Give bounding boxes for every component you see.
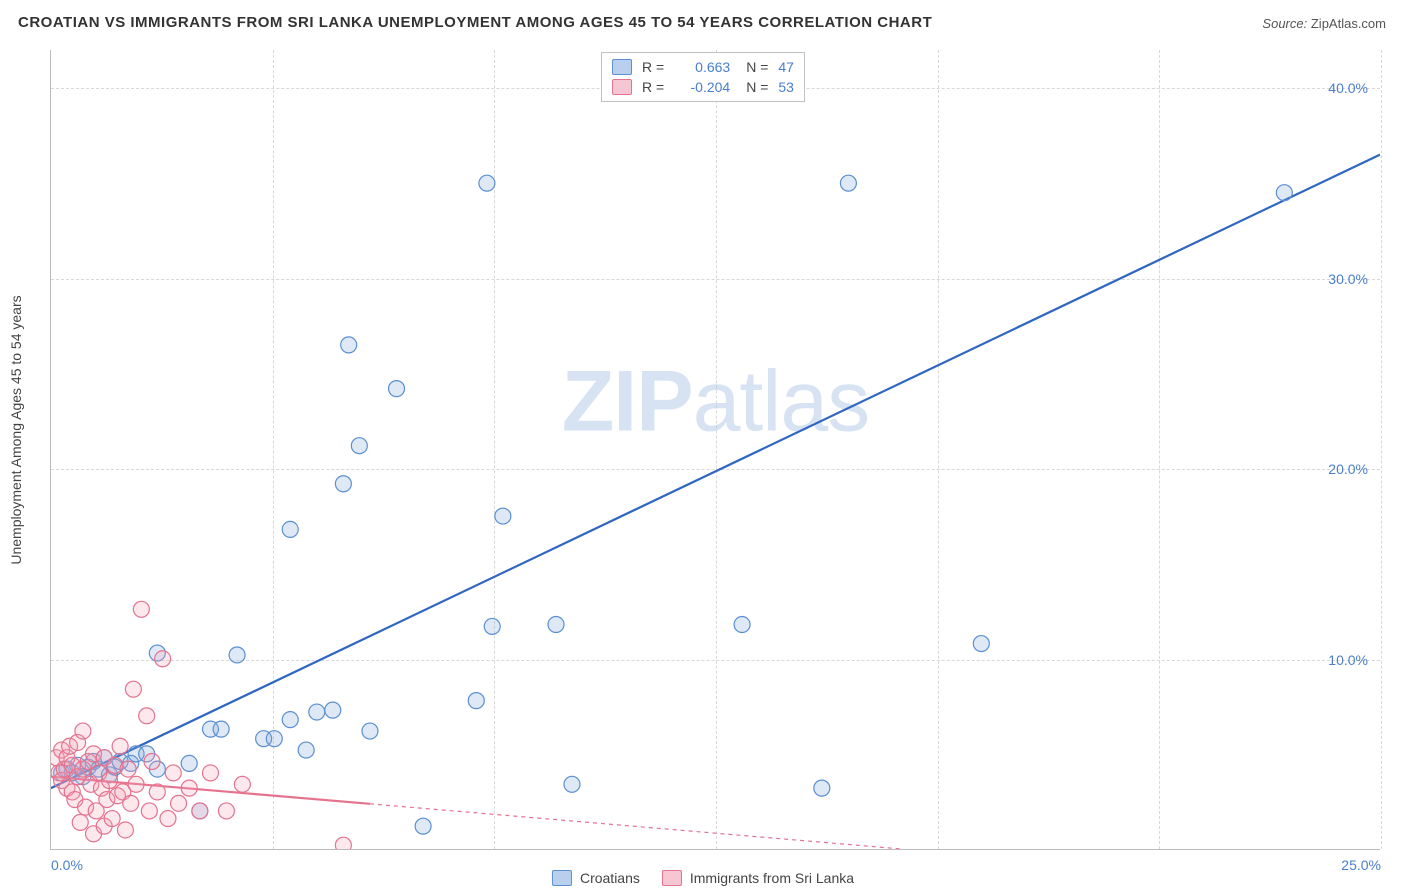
scatter-point-sri-lanka [144,754,160,770]
source-label: Source: [1262,16,1307,31]
scatter-point-sri-lanka [171,795,187,811]
scatter-point-sri-lanka [123,795,139,811]
scatter-point-sri-lanka [104,811,120,827]
legend-r-value: 0.663 [674,59,730,75]
scatter-point-sri-lanka [192,803,208,819]
scatter-point-croatians [282,712,298,728]
legend-swatch [612,59,632,75]
scatter-point-croatians [479,175,495,191]
legend-correlation-row: R = 0.663 N = 47 [612,57,794,77]
legend-n-label: N = [746,59,768,75]
grid-line-vertical [1381,50,1382,849]
scatter-point-croatians [325,702,341,718]
scatter-point-sri-lanka [101,773,117,789]
scatter-point-sri-lanka [117,822,133,838]
plot-svg [51,50,1380,849]
plot-area: ZIPatlas 10.0%20.0%30.0%40.0%0.0%25.0% [50,50,1380,850]
legend-swatch [552,870,572,886]
legend-series-label: Croatians [580,870,640,886]
scatter-point-croatians [468,693,484,709]
legend-series: Croatians Immigrants from Sri Lanka [552,870,854,886]
legend-series-label: Immigrants from Sri Lanka [690,870,854,886]
chart-title: CROATIAN VS IMMIGRANTS FROM SRI LANKA UN… [18,14,932,31]
scatter-point-sri-lanka [155,651,171,667]
regression-line-croatians [51,155,1380,788]
legend-correlation-row: R = -0.204 N = 53 [612,77,794,97]
scatter-point-sri-lanka [139,708,155,724]
scatter-point-sri-lanka [112,738,128,754]
legend-r-label: R = [642,59,664,75]
scatter-point-croatians [564,776,580,792]
scatter-point-sri-lanka [234,776,250,792]
scatter-point-croatians [298,742,314,758]
scatter-point-croatians [282,521,298,537]
legend-series-item: Croatians [552,870,640,886]
scatter-point-sri-lanka [181,780,197,796]
source-attribution: Source: ZipAtlas.com [1262,16,1386,31]
scatter-point-croatians [1276,185,1292,201]
scatter-point-sri-lanka [160,811,176,827]
x-tick-label: 0.0% [51,857,83,873]
source-value: ZipAtlas.com [1311,16,1386,31]
legend-swatch [662,870,682,886]
regression-line-sri-lanka-dashed [370,804,902,849]
scatter-point-croatians [351,438,367,454]
legend-n-value: 53 [778,79,794,95]
scatter-point-sri-lanka [165,765,181,781]
scatter-point-croatians [973,636,989,652]
scatter-point-sri-lanka [202,765,218,781]
legend-r-label: R = [642,79,664,95]
legend-correlation: R = 0.663 N = 47 R = -0.204 N = 53 [601,52,805,102]
scatter-point-croatians [362,723,378,739]
scatter-point-croatians [229,647,245,663]
legend-n-value: 47 [778,59,794,75]
scatter-point-sri-lanka [218,803,234,819]
scatter-point-sri-lanka [149,784,165,800]
scatter-point-croatians [548,617,564,633]
scatter-point-sri-lanka [120,761,136,777]
legend-r-value: -0.204 [674,79,730,95]
scatter-point-sri-lanka [125,681,141,697]
scatter-point-croatians [309,704,325,720]
scatter-point-croatians [415,818,431,834]
scatter-point-croatians [495,508,511,524]
scatter-point-sri-lanka [133,601,149,617]
scatter-point-croatians [814,780,830,796]
scatter-point-croatians [840,175,856,191]
scatter-point-sri-lanka [128,776,144,792]
legend-series-item: Immigrants from Sri Lanka [662,870,854,886]
scatter-point-croatians [266,731,282,747]
y-axis-label: Unemployment Among Ages 45 to 54 years [8,295,24,564]
scatter-point-croatians [341,337,357,353]
scatter-point-croatians [484,618,500,634]
scatter-point-croatians [389,381,405,397]
scatter-point-croatians [734,617,750,633]
legend-n-label: N = [746,79,768,95]
scatter-point-croatians [335,476,351,492]
legend-swatch [612,79,632,95]
scatter-point-croatians [213,721,229,737]
scatter-point-sri-lanka [335,837,351,849]
scatter-point-croatians [181,755,197,771]
scatter-point-sri-lanka [72,814,88,830]
scatter-point-sri-lanka [75,723,91,739]
x-tick-label: 25.0% [1341,857,1381,873]
scatter-point-sri-lanka [141,803,157,819]
